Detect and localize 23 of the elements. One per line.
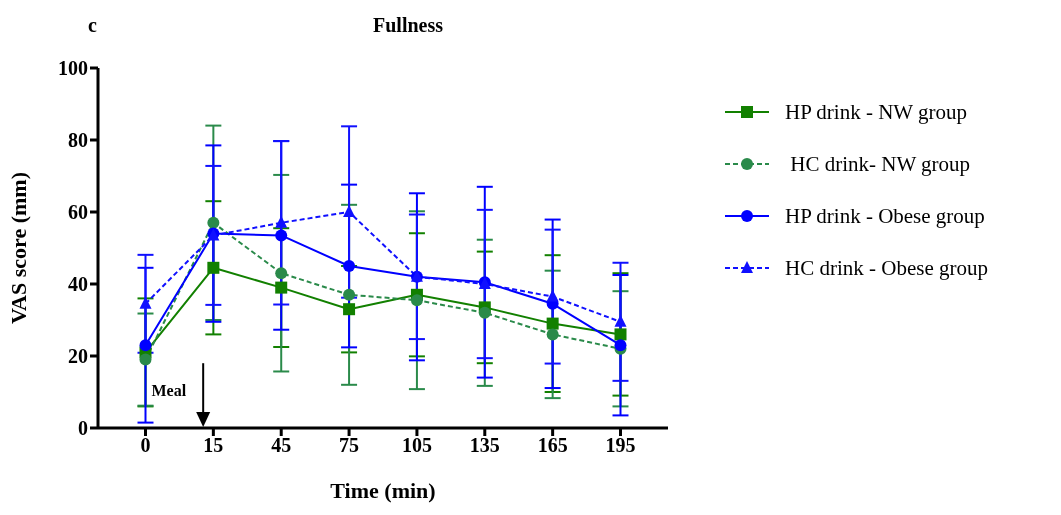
x-tick-label: 105 (401, 434, 432, 457)
x-tick-label: 165 (537, 434, 568, 457)
x-tick-label: 135 (469, 434, 500, 457)
legend-label: HP drink - Obese group (785, 203, 985, 229)
annotation: Meal (151, 381, 187, 399)
legend-label: HP drink - NW group (785, 99, 967, 125)
legend-label: HC drink - Obese group (785, 255, 988, 281)
chart-title: Fullness (372, 14, 444, 36)
x-tick-label: 15 (203, 434, 224, 457)
legend-label: HC drink- NW group (789, 151, 971, 177)
y-tick-label: 80 (68, 129, 88, 152)
x-tick-label: 75 (339, 434, 360, 457)
y-axis-title: VAS score (mm) (5, 172, 31, 324)
y-tick-label: 20 (68, 345, 88, 368)
y-tick-label: 60 (68, 201, 88, 224)
y-tick-label: 0 (78, 417, 88, 440)
y-tick-label: 100 (58, 57, 88, 80)
y-tick-label: 40 (68, 273, 88, 296)
x-axis-title: Time (min) (330, 478, 436, 503)
x-tick-label: 45 (271, 434, 292, 457)
text: c (88, 14, 97, 37)
x-tick-label: 0 (140, 434, 151, 457)
x-tick-label: 195 (605, 434, 636, 457)
